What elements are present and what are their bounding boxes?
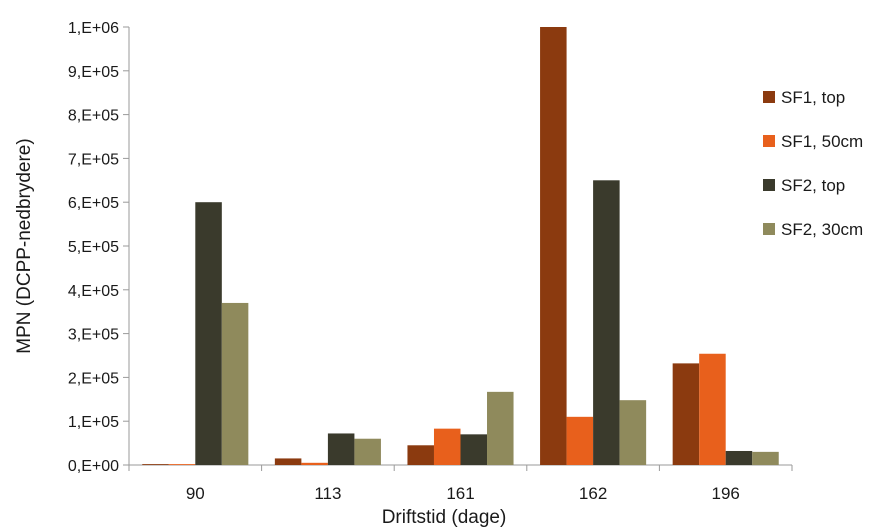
bar — [699, 353, 726, 465]
bar — [672, 363, 700, 465]
bar — [593, 180, 620, 466]
y-tick-label: 3,E+05 — [68, 327, 119, 344]
bar — [301, 462, 328, 465]
x-tick-label: 90 — [186, 484, 205, 503]
x-tick-label: 113 — [314, 484, 341, 503]
bar — [195, 202, 222, 465]
bar — [274, 458, 302, 465]
legend-label: SF2, top — [781, 176, 845, 195]
y-tick-label: 4,E+05 — [68, 283, 119, 300]
y-tick-label: 7,E+05 — [68, 151, 119, 168]
y-axis-title: MPN (DCPP-nedbrydere) — [14, 138, 35, 353]
y-tick-label: 2,E+05 — [68, 370, 119, 387]
legend-label: SF1, top — [781, 88, 845, 107]
bar — [752, 451, 779, 465]
bars — [142, 27, 779, 466]
y-tick-label: 5,E+05 — [68, 239, 119, 256]
legend-swatch — [763, 223, 775, 235]
bar — [540, 27, 567, 465]
x-tick-label: 196 — [712, 484, 740, 503]
bar — [407, 445, 434, 465]
bar — [460, 434, 488, 465]
legend-swatch — [763, 91, 775, 103]
legend-swatch — [763, 179, 775, 191]
legend-swatch — [763, 135, 775, 147]
bar — [566, 416, 594, 465]
x-tick-label: 161 — [446, 484, 474, 503]
y-tick-label: 1,E+05 — [68, 414, 119, 431]
y-tick-label: 0,E+00 — [68, 458, 119, 475]
x-axis: 90 113 161 162 196 — [128, 464, 793, 503]
bar — [327, 433, 355, 465]
bar — [487, 391, 514, 465]
legend-label: SF2, 30cm — [781, 220, 863, 239]
y-tick-label: 6,E+05 — [68, 195, 119, 212]
bar — [433, 428, 461, 465]
bar — [725, 450, 753, 465]
y-axis: 0,E+00 1,E+05 2,E+05 3,E+05 4,E+05 5,E+05 6,E+… — [68, 20, 130, 475]
legend-label: SF1, 50cm — [781, 132, 863, 151]
y-tick-label: 8,E+05 — [68, 108, 119, 125]
bar — [619, 400, 647, 465]
y-tick-label: 9,E+05 — [68, 64, 119, 81]
bar — [221, 302, 249, 465]
y-tick-label: 1,E+06 — [68, 20, 119, 37]
legend: SF1, top SF1, 50cm SF2, top SF2, 30cm — [763, 88, 863, 239]
x-axis-title: Driftstid (dage) — [382, 507, 507, 528]
bar — [142, 464, 169, 465]
bar — [168, 464, 196, 465]
x-tick-label: 162 — [579, 484, 607, 503]
bar — [354, 438, 381, 465]
